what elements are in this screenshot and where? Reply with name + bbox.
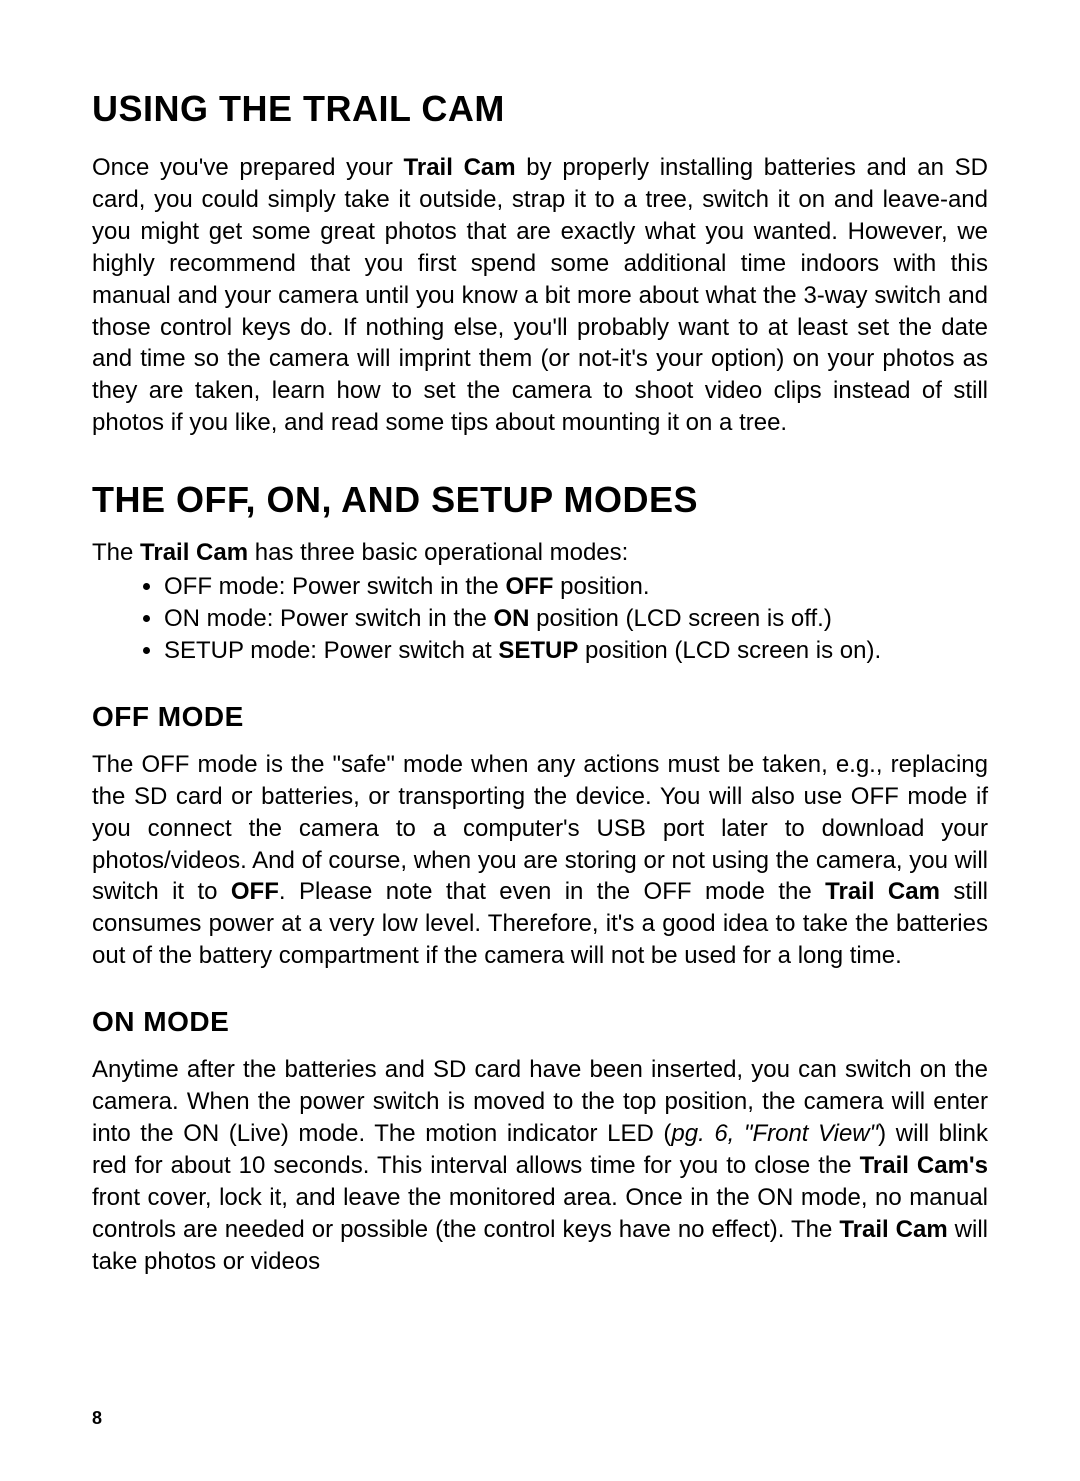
text-run-bold: OFF [231,878,279,905]
text-run: . Please note that even in the OFF mode … [279,878,825,905]
text-run: The [92,539,140,566]
text-run: by properly installing batteries and an … [92,154,988,436]
text-run-bold: SETUP [498,637,578,664]
paragraph-off-mode: The OFF mode is the "safe" mode when any… [92,749,988,972]
text-run-bold: Trail Cam [140,539,248,566]
text-run-bold: Trail Cam [839,1216,947,1243]
heading-using-trail-cam: USING THE TRAIL CAM [92,88,988,130]
heading-on-mode: ON MODE [92,1006,988,1038]
text-run-bold: ON [493,605,529,632]
manual-page: USING THE TRAIL CAM Once you've prepared… [0,0,1080,1481]
list-item: ON mode: Power switch in the ON position… [164,603,988,635]
heading-off-on-setup-modes: THE OFF, ON, AND SETUP MODES [92,479,988,521]
text-run: Once you've prepared your [92,154,404,181]
page-number: 8 [92,1408,102,1429]
text-run: SETUP mode: Power switch at [164,637,498,664]
text-run: position (LCD screen is off.) [529,605,831,632]
text-run-bold: Trail Cam [825,878,940,905]
text-run-bold: Trail Cam [404,154,516,181]
heading-off-mode: OFF MODE [92,701,988,733]
list-item: OFF mode: Power switch in the OFF positi… [164,571,988,603]
list-item: SETUP mode: Power switch at SETUP positi… [164,635,988,667]
modes-list: OFF mode: Power switch in the OFF positi… [92,571,988,667]
text-run: OFF mode: Power switch in the [164,573,505,600]
text-run: position (LCD screen is on). [578,637,881,664]
text-run-bold: OFF [505,573,553,600]
paragraph-modes-intro: The Trail Cam has three basic operationa… [92,537,988,569]
text-run: ON mode: Power switch in the [164,605,493,632]
text-run: position. [553,573,649,600]
text-run-bold: Trail Cam's [860,1152,988,1179]
text-run: has three basic operational modes: [248,539,628,566]
text-run-italic: pg. 6, "Front View" [671,1120,878,1147]
paragraph-on-mode: Anytime after the batteries and SD card … [92,1054,988,1277]
paragraph-using-intro: Once you've prepared your Trail Cam by p… [92,152,988,439]
